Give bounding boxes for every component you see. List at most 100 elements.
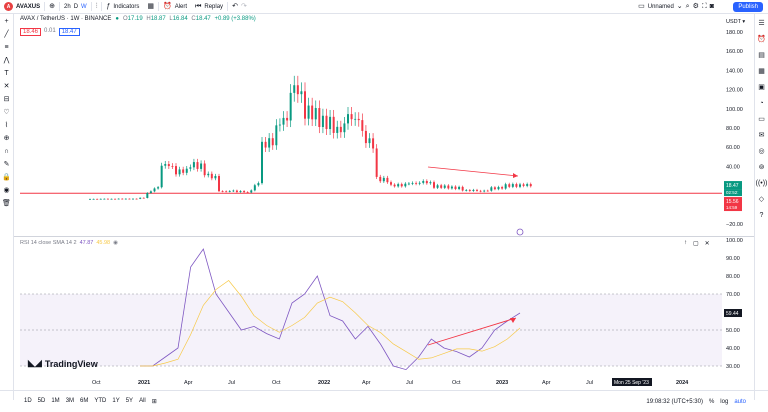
layout-name[interactable]: Unnamed — [647, 3, 674, 10]
ruler-icon[interactable]: ⌇ — [4, 122, 9, 129]
indicators-button[interactable]: ƒ Indicators — [102, 0, 143, 14]
magnet-icon[interactable]: ∩ — [3, 148, 10, 155]
range-button[interactable]: 6M — [80, 398, 89, 404]
candle-body — [450, 186, 453, 189]
percent-toggle[interactable]: % — [708, 398, 715, 405]
candle-body — [304, 91, 306, 119]
notifications-icon[interactable]: ◇ — [758, 196, 765, 203]
templates-icon[interactable]: ▦ — [147, 3, 154, 10]
camera-icon[interactable]: ◙ — [709, 3, 714, 10]
candle-body — [175, 166, 177, 175]
eye-icon[interactable]: ◉ — [113, 240, 118, 246]
candles-icon[interactable]: ⫶ — [95, 3, 98, 10]
data-window-icon[interactable]: ▤ — [758, 52, 765, 59]
zoom-icon[interactable]: ⊕ — [3, 135, 10, 142]
replay-label: Replay — [204, 3, 224, 10]
tradingview-logo[interactable]: ◣◢ TradingView — [28, 358, 98, 369]
candle-body — [243, 191, 246, 193]
prediction-icon[interactable]: ⊟ — [3, 96, 10, 103]
chevron-down-icon[interactable]: ⌄ — [676, 3, 683, 10]
rsi-tick-label: 30.00 — [726, 364, 740, 370]
candle-body — [390, 182, 392, 185]
range-button[interactable]: All — [139, 398, 146, 404]
candle-body — [436, 185, 439, 188]
watchlist-icon[interactable]: ☰ — [758, 20, 765, 27]
candle-body — [160, 165, 163, 188]
auto-toggle[interactable]: auto — [734, 398, 746, 405]
candle-body — [293, 85, 296, 93]
alert-button[interactable]: ⏰ Alert — [159, 0, 191, 14]
redo-icon[interactable]: ↷ — [240, 3, 247, 10]
alerts-icon[interactable]: ⏰ — [757, 36, 766, 43]
candle-body — [364, 130, 367, 144]
streams-icon[interactable]: ◎ — [758, 148, 765, 155]
symbol-title[interactable]: AVAX / TetherUS · 1W · BINANCE — [20, 16, 112, 22]
add-symbol-icon[interactable]: ⊕ — [49, 3, 55, 10]
alert-label: Alert — [174, 3, 188, 10]
search-icon[interactable]: ⌕ — [685, 3, 690, 10]
undo-icon[interactable]: ↶ — [232, 3, 238, 10]
interval-w[interactable]: W — [81, 3, 87, 10]
buy-button[interactable]: 18.47 — [58, 28, 80, 36]
candle-body — [382, 177, 385, 182]
trash-icon[interactable]: 🗑 — [2, 200, 11, 207]
candle-body — [106, 198, 109, 200]
target-icon[interactable]: ⊚ — [758, 164, 765, 171]
level-badge — [724, 197, 742, 212]
range-button[interactable]: 5Y — [125, 398, 134, 404]
replay-button[interactable]: ⏮ Replay — [191, 0, 227, 14]
candle-body — [192, 162, 195, 168]
publish-button[interactable]: Publish — [733, 2, 763, 12]
candle-body — [200, 163, 203, 169]
arrow-up-icon[interactable]: ↑ — [684, 240, 687, 246]
symbol-search[interactable]: AVAXUS — [16, 3, 41, 10]
maximize-icon[interactable]: ▢ — [693, 241, 699, 247]
crosshair-icon[interactable]: + — [4, 18, 9, 25]
fib-icon[interactable]: ≡ — [4, 44, 9, 51]
candle-body — [282, 117, 285, 125]
range-button[interactable]: 3M — [65, 398, 75, 404]
heart-icon[interactable]: ♡ — [3, 109, 10, 116]
trend-line-icon[interactable]: ╱ — [4, 31, 9, 38]
range-button[interactable]: 1M — [51, 398, 60, 404]
candle-body — [440, 185, 443, 188]
help-icon[interactable]: ? — [759, 212, 764, 219]
clock-label[interactable]: 19:08:32 (UTC+5:30) — [646, 398, 703, 405]
fullscreen-icon[interactable]: ⛶ — [701, 3, 707, 10]
chat-icon[interactable]: ✉ — [758, 132, 765, 139]
log-toggle[interactable]: log — [720, 398, 729, 405]
calendar-icon[interactable]: ⊞ — [151, 399, 157, 405]
candle-body — [221, 191, 224, 192]
calendar-icon[interactable]: ▣ — [758, 84, 765, 91]
time-tick-label: Oct — [272, 380, 281, 386]
pane-separator[interactable] — [14, 236, 754, 237]
sell-button[interactable]: 18.46 — [20, 28, 42, 36]
candle-body — [325, 115, 328, 130]
broadcast-icon[interactable]: ((•)) — [755, 180, 768, 187]
ideas-icon[interactable]: ◔ — [759, 100, 764, 107]
text-icon[interactable]: T — [4, 70, 9, 77]
lock-drawing-icon[interactable]: ✎ — [3, 161, 10, 168]
interval-2h[interactable]: 2h — [64, 3, 71, 10]
replay-icon: ⏮ — [195, 3, 202, 10]
hotlist-icon[interactable]: ▦ — [758, 68, 765, 75]
gear-icon[interactable]: ⚙ — [692, 3, 699, 10]
lock-icon[interactable]: 🔒 — [2, 174, 11, 181]
range-button[interactable]: 1Y — [112, 398, 120, 404]
range-button[interactable]: 5D — [37, 398, 46, 404]
pattern-icon[interactable]: ⋀ — [3, 57, 10, 64]
news-icon[interactable]: ▭ — [758, 116, 765, 123]
layout-icon[interactable]: ▭ — [638, 3, 645, 10]
candle-body — [476, 189, 478, 191]
range-button[interactable]: YTD — [94, 398, 107, 404]
candle-body — [368, 138, 371, 144]
rsi-label[interactable]: RSI 14 close SMA 14 2 — [20, 240, 77, 246]
candle-body — [311, 105, 314, 120]
candle-body — [124, 198, 127, 200]
range-button[interactable]: 1D — [24, 398, 32, 404]
interval-d[interactable]: D — [73, 3, 79, 10]
close-icon[interactable]: ✕ — [704, 241, 710, 247]
pattern-tool-icon[interactable]: ✕ — [3, 83, 10, 90]
eye-icon[interactable]: ◉ — [3, 187, 10, 194]
